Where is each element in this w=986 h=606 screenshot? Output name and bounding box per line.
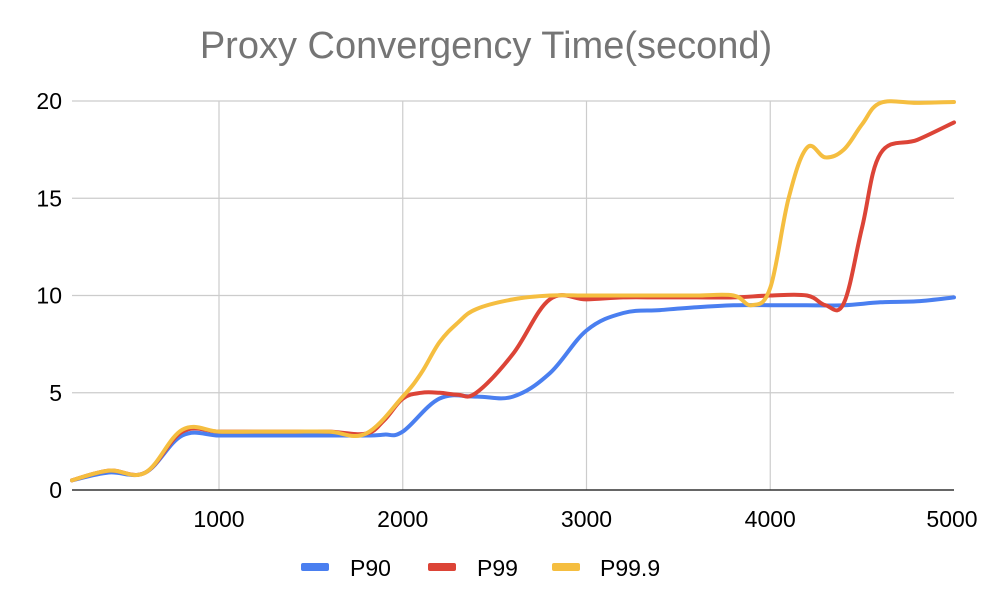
x-tick-label: 4000 bbox=[745, 506, 796, 532]
x-tick-label: 3000 bbox=[561, 506, 612, 532]
grid bbox=[72, 100, 954, 490]
series-lines bbox=[70, 99, 956, 483]
legend-label: P90 bbox=[350, 555, 391, 581]
x-tick-label: 5000 bbox=[926, 506, 977, 532]
y-tick-label: 20 bbox=[36, 88, 62, 114]
legend: P90 P99 P99.9 bbox=[301, 555, 660, 581]
legend-swatch bbox=[552, 563, 580, 571]
y-tick-label: 5 bbox=[49, 380, 62, 406]
legend-item: P99 bbox=[428, 555, 518, 581]
legend-label: P99 bbox=[477, 555, 518, 581]
legend-item: P90 bbox=[301, 555, 391, 581]
legend-swatch bbox=[301, 563, 329, 571]
y-tick-label: 15 bbox=[36, 185, 62, 211]
legend-item: P99.9 bbox=[552, 555, 660, 581]
legend-swatch bbox=[428, 563, 456, 571]
x-tick-label: 1000 bbox=[193, 506, 244, 532]
legend-label: P99.9 bbox=[600, 555, 660, 581]
axes: 0 5 10 15 20 1000 2000 3000 4000 5000 bbox=[36, 88, 977, 532]
chart-title: Proxy Convergency Time(second) bbox=[200, 25, 772, 67]
x-tick-label: 2000 bbox=[377, 506, 428, 532]
series-line-p99-9 bbox=[70, 99, 956, 483]
series-line-p90 bbox=[70, 295, 956, 483]
y-tick-label: 0 bbox=[49, 477, 62, 503]
y-tick-label: 10 bbox=[36, 283, 62, 309]
